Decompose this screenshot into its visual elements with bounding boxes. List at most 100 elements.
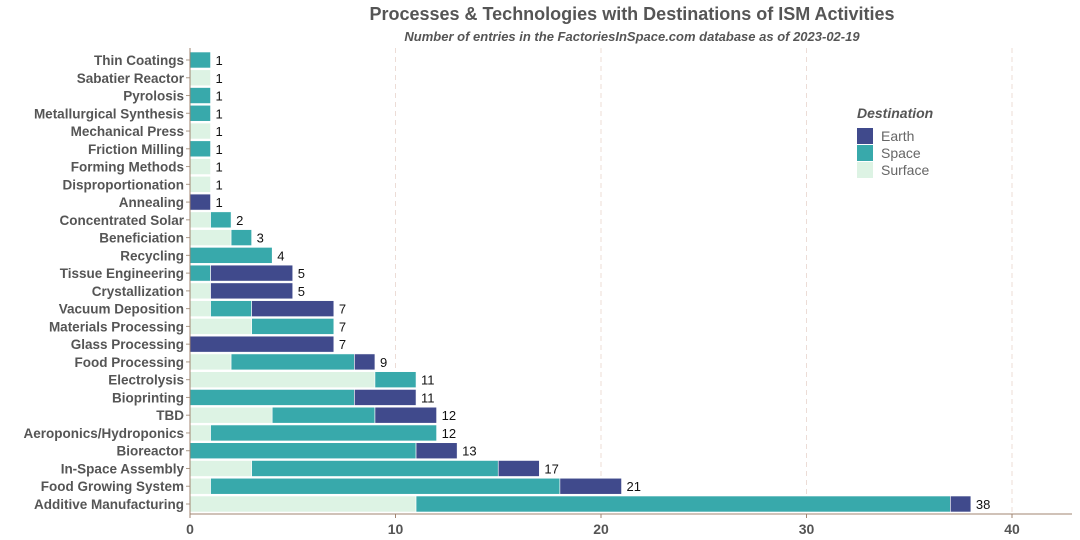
value-label: 12 [442, 408, 456, 423]
legend-label-surface: Surface [881, 162, 929, 178]
y-label: Food Growing System [41, 479, 184, 494]
bar-surface [189, 371, 376, 388]
chart-subtitle: Number of entries in the FactoriesInSpac… [404, 29, 860, 44]
y-label: Bioprinting [112, 390, 184, 405]
value-label: 4 [277, 248, 284, 263]
bar-space [210, 424, 437, 442]
bar-space [189, 264, 211, 282]
axes [189, 48, 1072, 515]
y-label: Glass Processing [71, 337, 184, 352]
y-label: In-Space Assembly [61, 461, 185, 476]
bar-surface [189, 229, 232, 246]
legend-swatch-surface [857, 162, 873, 178]
legend-label-space: Space [881, 145, 921, 161]
bar-surface [189, 318, 252, 335]
value-label: 1 [216, 106, 223, 121]
value-label: 5 [298, 284, 305, 299]
value-label: 1 [216, 53, 223, 68]
bar-surface [189, 176, 211, 193]
bar-surface [189, 495, 417, 513]
bar-space [189, 87, 211, 104]
y-label: Concentrated Solar [59, 213, 184, 228]
value-label: 1 [216, 160, 223, 175]
value-label: 7 [339, 302, 346, 317]
y-label: Thin Coatings [94, 53, 184, 68]
value-label: 17 [544, 461, 558, 476]
bar-earth [354, 389, 417, 406]
x-tick-label: 30 [799, 521, 815, 537]
y-label: Disproportionation [63, 177, 185, 192]
value-label: 2 [236, 213, 243, 228]
bar-space [189, 140, 211, 158]
bar-surface [189, 122, 211, 140]
bar-space [230, 353, 355, 371]
y-label: Friction Milling [88, 142, 184, 157]
y-label: Tissue Engineering [60, 266, 184, 281]
bar-surface [189, 353, 232, 371]
bar-earth [950, 495, 972, 513]
bar-space [189, 442, 417, 460]
bar-space [189, 247, 273, 264]
bar-space [189, 389, 355, 406]
y-label: Bioreactor [116, 444, 184, 459]
bars [189, 51, 972, 513]
bar-space [251, 460, 499, 477]
x-tick-label: 20 [593, 521, 609, 537]
bar-space [374, 371, 417, 388]
value-label: 1 [216, 195, 223, 210]
bar-space [189, 51, 211, 69]
x-tick-label: 10 [388, 521, 404, 537]
y-label: Beneficiation [99, 231, 184, 246]
bar-space [251, 318, 335, 335]
bar-surface [189, 282, 211, 300]
value-label: 3 [257, 231, 264, 246]
value-label: 7 [339, 337, 346, 352]
x-tick-label: 0 [186, 521, 194, 537]
value-label: 11 [421, 390, 435, 405]
y-label: Vacuum Deposition [59, 302, 184, 317]
value-label: 13 [462, 444, 476, 459]
value-label: 1 [216, 89, 223, 104]
value-label: 5 [298, 266, 305, 281]
bar-earth [497, 460, 540, 477]
y-label: Materials Processing [49, 319, 184, 334]
bar-space [210, 211, 232, 229]
bar-surface [189, 211, 211, 229]
bar-earth [251, 300, 335, 317]
y-label: Metallurgical Synthesis [34, 106, 184, 121]
legend-title: Destination [857, 105, 933, 121]
bar-surface [189, 460, 252, 477]
value-label: 21 [627, 479, 641, 494]
y-label: Additive Manufacturing [34, 497, 184, 512]
y-label: Forming Methods [71, 160, 184, 175]
legend-label-earth: Earth [881, 128, 914, 144]
value-label: 7 [339, 319, 346, 334]
bar-surface [189, 158, 211, 175]
value-label: 1 [216, 124, 223, 139]
y-label: Electrolysis [108, 373, 184, 388]
bar-surface [189, 300, 211, 317]
bar-earth [210, 282, 294, 300]
legend-swatch-earth [857, 128, 873, 144]
bar-space [271, 406, 376, 424]
bar-space [210, 300, 252, 317]
bar-surface [189, 406, 273, 424]
value-label: 1 [216, 71, 223, 86]
x-tick-label: 40 [1004, 521, 1020, 537]
value-label: 12 [442, 426, 456, 441]
bar-earth [354, 353, 376, 371]
y-label: Recycling [120, 248, 184, 263]
y-label: TBD [156, 408, 184, 423]
y-label: Pyrolosis [123, 89, 184, 104]
bar-surface [189, 69, 211, 87]
y-label: Mechanical Press [71, 124, 184, 139]
value-label: 9 [380, 355, 387, 370]
chart-title: Processes & Technologies with Destinatio… [369, 4, 894, 24]
value-label: 38 [976, 497, 990, 512]
bar-earth [415, 442, 458, 460]
bar-space [415, 495, 951, 513]
bar-earth [210, 264, 294, 282]
